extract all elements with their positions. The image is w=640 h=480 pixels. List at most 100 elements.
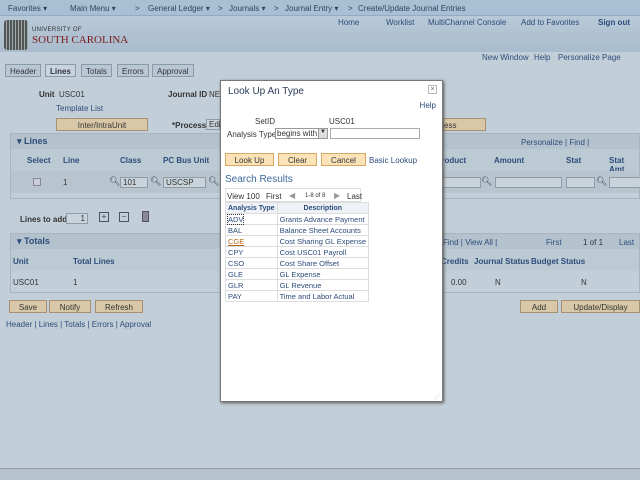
result-code[interactable]: CSO [228,258,245,268]
stat-input[interactable] [566,177,595,188]
process-select[interactable]: Edi [206,119,221,130]
tab-errors[interactable]: Errors [117,64,149,77]
table-row: CSO Cost Share Offset [225,257,370,269]
dropdown-arrow-icon[interactable]: ▼ [318,129,327,138]
sign-out-link[interactable]: Sign out [598,18,630,27]
footer-link-lines[interactable]: Lines [38,320,58,329]
delete-icon[interactable] [142,211,149,222]
update-display-button[interactable]: Update/Display [561,300,640,313]
result-desc[interactable]: Time and Labor Actual [279,291,355,301]
search-icon[interactable]: 🔍︎ [208,176,220,186]
basic-lookup-link[interactable]: Basic Lookup [369,156,418,165]
breadcrumb-sep: > [218,4,223,13]
result-desc[interactable]: GL Revenue [279,280,322,290]
col-journal-status: Journal Status [474,257,530,266]
process-button[interactable]: ess [443,118,486,131]
footer-link-totals[interactable]: Totals [64,320,86,329]
col-description: Description [276,202,370,214]
last-link[interactable]: Last [619,238,635,247]
amount-input[interactable] [495,177,562,188]
footer-link-approval[interactable]: Approval [119,320,152,329]
operator-value: begins with [277,129,318,138]
tab-approval[interactable]: Approval [152,64,194,77]
delete-row-icon[interactable]: − [119,212,129,222]
result-code[interactable]: GLE [228,269,244,279]
university-logo-icon [4,20,28,50]
col-total-lines: Total Lines [73,257,115,266]
look-up-button[interactable]: Look Up [225,153,274,166]
search-icon[interactable]: 🔍︎ [109,176,121,186]
clear-button[interactable]: Clear [278,153,317,166]
pc-bus-unit-input[interactable]: USCSP [163,177,206,188]
class-input[interactable]: 101 [120,177,148,188]
first-link[interactable]: First [546,238,562,247]
lines-to-add-input[interactable]: 1 [66,213,88,224]
save-button[interactable]: Save [9,300,47,313]
refresh-button[interactable]: Refresh [95,300,143,313]
personalize-page-link[interactable]: Personalize Page [558,53,621,62]
close-icon[interactable]: × [428,85,437,94]
new-window-link[interactable]: New Window [482,53,529,62]
footer-link-header[interactable]: Header [6,320,33,329]
totals-grid-tools[interactable]: Find | View All | [443,238,498,247]
result-code[interactable]: ADV [226,213,245,225]
result-desc[interactable]: GL Expense [279,269,321,279]
modal-title: Look Up An Type [228,86,304,97]
search-icon[interactable]: 🔍︎ [596,176,608,186]
result-code[interactable]: GLR [228,280,244,290]
operator-select[interactable]: begins with ▼ [275,128,328,139]
next-arrow-icon[interactable]: ▶ [334,191,341,200]
notify-button[interactable]: Notify [49,300,91,313]
result-code[interactable]: BAL [228,225,243,235]
first-link[interactable]: First [266,192,282,201]
add-button[interactable]: Add [520,300,558,313]
result-desc[interactable]: Cost Share Offset [279,258,340,268]
tab-header[interactable]: Header [5,64,42,77]
add-favorites-link[interactable]: Add to Favorites [521,18,580,27]
cancel-button[interactable]: Cancel [321,153,366,166]
result-desc[interactable]: Cost USC01 Payroll [279,247,347,257]
footer-link-errors[interactable]: Errors [91,320,114,329]
results-table: Analysis Type Description ADV Grants Advan… [225,202,370,302]
breadcrumb-journals[interactable]: Journals ▾ [229,4,266,13]
multichannel-link[interactable]: MultiChannel Console [428,18,507,27]
budget-status: N [581,278,587,287]
result-desc[interactable]: Balance Sheet Accounts [279,225,361,235]
result-code[interactable]: CGE [228,236,245,246]
col-amount: Amount [494,156,525,165]
home-link[interactable]: Home [338,18,360,27]
worklist-link[interactable]: Worklist [386,18,415,27]
breadcrumb-journal-entry[interactable]: Journal Entry ▾ [285,4,339,13]
result-code[interactable]: PAY [228,291,242,301]
lines-grid-tools[interactable]: Personalize | Find | [521,138,590,147]
help-link[interactable]: Help [534,53,551,62]
result-desc[interactable]: Cost Sharing GL Expense [279,236,366,246]
modal-help-link[interactable]: Help [419,101,436,110]
analysis-type-input[interactable] [330,128,420,139]
select-checkbox[interactable] [33,178,41,186]
search-icon[interactable]: 🔍︎ [150,176,162,186]
stat-amt-input[interactable] [609,177,640,188]
tab-totals[interactable]: Totals [81,64,112,77]
tab-lines[interactable]: Lines [45,64,76,77]
template-list-link[interactable]: Template List [56,104,104,113]
breadcrumb-sep: > [348,4,353,13]
journal-status: N [495,278,501,287]
view-100-link[interactable]: View 100 [227,192,260,201]
result-code[interactable]: CPY [228,247,244,257]
inter-intraunit-button[interactable]: Inter/IntraUnit [56,118,148,131]
favorites-menu[interactable]: Favorites ▾ [8,4,48,13]
resize-handle[interactable]: ⋰ [435,394,441,400]
col-stat: Stat [566,156,582,165]
result-desc[interactable]: Grants Advance Payment [279,214,365,224]
last-link[interactable]: Last [347,192,363,201]
search-icon[interactable]: 🔍︎ [481,176,493,186]
add-row-icon[interactable]: + [99,212,109,222]
breadcrumb-general-ledger[interactable]: General Ledger ▾ [148,4,210,13]
horizontal-scrollbar[interactable] [0,468,640,480]
prev-arrow-icon[interactable]: ◀ [289,191,296,200]
main-menu[interactable]: Main Menu ▾ [70,4,116,13]
breadcrumb-current: Create/Update Journal Entries [358,4,466,13]
table-row: ADV Grants Advance Payment [225,213,370,225]
setid-value: USC01 [329,117,355,126]
